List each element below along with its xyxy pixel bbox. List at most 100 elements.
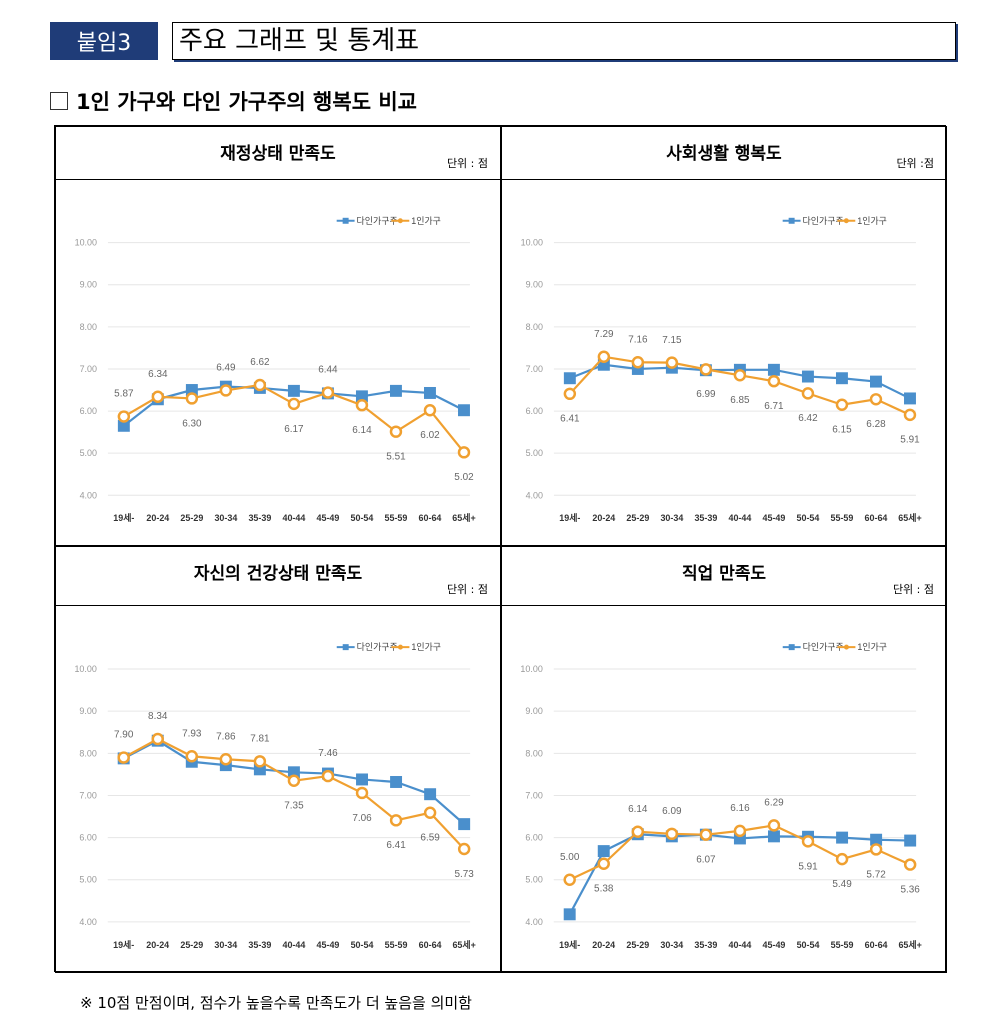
data-point-single (597, 350, 611, 363)
data-label: 6.29 (764, 797, 784, 808)
legend-label: 다인가구주 (357, 642, 398, 652)
data-point-single (457, 446, 471, 459)
legend-label: 다인가구주 (803, 216, 844, 226)
legend-marker (342, 644, 349, 651)
chart-title: 사회생활 행복도 (666, 144, 782, 164)
legend-marker (342, 217, 349, 224)
x-tick-label: 19세- (113, 512, 134, 523)
y-tick-label: 6.00 (526, 406, 543, 416)
chart-title: 직업 만족도 (681, 564, 767, 584)
x-tick-label: 65세+ (452, 939, 475, 950)
y-tick-label: 8.00 (79, 748, 96, 758)
x-tick-label: 20-24 (146, 513, 169, 523)
data-label: 6.34 (148, 369, 168, 380)
line-chart: 4.00 5.00 6.00 7.00 8.00 9.00 10.00 19세- 20-24 25… (520, 642, 921, 950)
x-tick-label: 35-39 (248, 513, 271, 523)
data-point-single (903, 408, 917, 422)
data-label: 6.62 (250, 357, 270, 368)
x-tick-label: 60-64 (419, 513, 442, 523)
legend-label: 1인가구 (857, 216, 887, 226)
chart-panel-job: 직업 만족도 단위 : 점 4.00 5.00 6.00 7.00 8.00 9.00 10.0… (501, 546, 947, 973)
x-tick-label: 50-54 (351, 513, 374, 523)
chart-grid: 재정상태 만족도 단위 : 점 4.00 5.00 6.00 7.00 8.00 9.00 10… (54, 125, 947, 973)
data-label: 6.30 (182, 418, 202, 429)
chart-panel-health: 자신의 건강상태 만족도 단위 : 점 4.00 5.00 6.00 7.00 8.00 9.… (55, 546, 501, 973)
data-label: 6.14 (628, 804, 648, 815)
x-tick-label: 45-49 (762, 513, 785, 523)
y-tick-label: 6.00 (79, 833, 96, 843)
data-point-single (733, 369, 747, 382)
x-tick-label: 55-59 (385, 940, 408, 950)
x-tick-label: 60-64 (865, 513, 888, 523)
x-tick-label: 55-59 (385, 513, 408, 523)
data-point-multi (355, 390, 368, 403)
y-tick-label: 4.00 (79, 917, 96, 927)
data-label: 7.29 (594, 329, 614, 340)
x-tick-label: 65세+ (452, 512, 475, 523)
data-point-multi (733, 832, 746, 845)
data-point-single (869, 393, 883, 406)
data-point-multi (870, 833, 883, 846)
section-title: 1인 가구와 다인 가구주의 행복도 비교 (76, 90, 417, 114)
x-tick-label: 19세- (559, 512, 580, 523)
data-point-single (631, 356, 645, 369)
data-label: 6.59 (420, 833, 440, 844)
data-point-single (185, 750, 199, 763)
data-point-single (767, 819, 781, 832)
data-point-multi (631, 362, 644, 375)
data-label: 6.49 (216, 363, 236, 374)
data-point-single (563, 873, 576, 886)
data-label: 6.41 (386, 840, 406, 851)
data-point-multi (458, 818, 471, 831)
chart-title: 자신의 건강상태 만족도 (193, 564, 363, 584)
footnote: ※ 10점 만점이며, 점수가 높을수록 만족도가 더 높음을 의미함 (80, 994, 472, 1012)
data-label: 5.36 (900, 884, 920, 895)
data-point-single (219, 384, 233, 397)
section-heading: 1인 가구와 다인 가구주의 행복도 비교 (50, 86, 417, 116)
appendix-badge: 붙임3 (50, 22, 158, 60)
data-point-multi (563, 908, 576, 921)
y-tick-label: 9.00 (525, 706, 542, 716)
data-point-single (699, 363, 713, 376)
data-point-single (801, 387, 815, 400)
legend-marker (788, 217, 795, 224)
data-point-single (117, 751, 130, 764)
x-tick-label: 40-44 (282, 940, 305, 950)
line-chart: 4.00 5.00 6.00 7.00 8.00 9.00 10.00 19세- 20-24 25… (75, 216, 476, 523)
data-point-multi (835, 372, 848, 385)
data-point-multi (768, 830, 780, 843)
data-label: 6.85 (730, 395, 750, 406)
data-point-multi (870, 375, 882, 388)
data-point-multi (356, 773, 368, 786)
data-point-multi (597, 358, 610, 371)
data-point-multi (836, 831, 849, 844)
x-tick-label: 25-29 (626, 940, 649, 950)
y-tick-label: 8.00 (525, 748, 542, 758)
x-tick-label: 55-59 (831, 513, 854, 523)
y-tick-label: 4.00 (525, 917, 542, 927)
data-point-single (665, 827, 679, 841)
data-point-single (597, 857, 610, 870)
data-label: 7.86 (216, 731, 236, 742)
x-tick-label: 60-64 (865, 940, 888, 950)
y-tick-label: 7.00 (79, 790, 96, 800)
x-tick-label: 50-54 (797, 513, 820, 523)
legend-marker (397, 644, 403, 650)
data-point-single (767, 374, 781, 388)
y-tick-label: 10.00 (74, 664, 96, 674)
data-label: 5.49 (832, 879, 852, 890)
y-tick-label: 8.00 (526, 322, 543, 332)
y-tick-label: 6.00 (80, 406, 97, 416)
data-point-multi (390, 776, 403, 788)
y-tick-label: 7.00 (80, 364, 97, 374)
data-point-single (287, 774, 301, 787)
data-point-single (733, 824, 747, 838)
data-point-multi (287, 766, 300, 779)
data-point-single (287, 397, 301, 411)
data-point-single (801, 835, 815, 848)
data-point-multi (287, 384, 300, 397)
unit-label: 단위 : 점 (446, 583, 488, 596)
data-point-single (253, 755, 267, 768)
data-label: 6.28 (866, 419, 886, 430)
data-point-single (151, 390, 165, 403)
